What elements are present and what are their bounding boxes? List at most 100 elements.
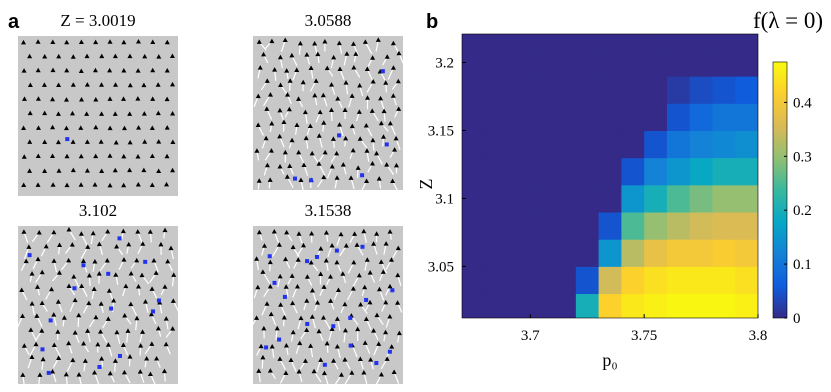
heatmap-cell [735,266,758,294]
heatmap-cell [553,185,576,213]
defect [331,324,335,328]
heatmap-cell [667,103,690,131]
colorbar-tick-label: 0.3 [793,149,812,165]
colorbar [773,62,787,318]
heatmap-cell [599,239,622,267]
defect [118,236,122,240]
heatmap-cell [690,294,713,322]
heatmap-cell [712,49,735,77]
heatmap-cell [644,294,667,322]
heatmap-cell [485,49,508,77]
colorbar-tick-label: 0.4 [793,95,812,111]
heatmap-cell [530,239,553,267]
heatmap-cell [576,130,599,158]
defect [118,354,122,358]
heatmap-cell [576,22,599,50]
y-tick-label: 3.15 [428,123,454,139]
heatmap-cell [508,185,531,213]
heatmap-cell [462,158,485,186]
heatmap-cell [553,294,576,322]
defect [388,350,392,354]
defect [109,307,113,311]
heatmap-cell [644,239,667,267]
panel-title: 3.0588 [305,11,352,30]
heatmap-cell [621,158,644,186]
heatmap-cell [462,22,485,50]
heatmap-cell [485,266,508,294]
heatmap-cell [485,158,508,186]
defect [106,272,110,276]
defect [273,281,277,285]
heatmap-cell [712,130,735,158]
heatmap-cell [644,76,667,104]
heatmap-cell [576,49,599,77]
heatmap-cell [508,76,531,104]
heatmap-cell [462,103,485,131]
heatmap-cell [667,185,690,213]
heatmap-cell [735,130,758,158]
tiling-background [18,36,178,196]
heatmap-cell [621,294,644,322]
heatmap-cell [508,22,531,50]
heatmap-cell [530,212,553,240]
y-tick-label: 3.2 [435,56,454,72]
heatmap-cell [530,294,553,322]
defect [81,263,85,267]
heatmap-cell [599,76,622,104]
heatmap-cell [530,266,553,294]
colorbar-tick-label: 0 [793,311,801,327]
heatmap-cell [644,185,667,213]
heatmap-cell [599,294,622,322]
heatmap-cell [690,185,713,213]
heatmap-cell [553,76,576,104]
defect [40,347,44,351]
tiling-background [253,226,403,384]
heatmap-cell [621,22,644,50]
x-tick-label: 3.7 [521,328,540,344]
panel-title: 3.102 [79,201,117,220]
heatmap-cell [599,22,622,50]
heatmap-cell [735,158,758,186]
defect [65,137,69,141]
heatmap-cell [485,130,508,158]
heatmap-cell [621,49,644,77]
heatmap-cell [530,76,553,104]
heatmap-cell [712,76,735,104]
heatmap-cell [553,239,576,267]
panel-label: a [8,11,20,33]
heatmap-cell [462,239,485,267]
heatmap-cell [735,212,758,240]
heatmap-cell [712,103,735,131]
heatmap-cell [485,294,508,322]
defect [28,253,32,257]
heatmap-cell [712,158,735,186]
defect [348,316,352,320]
heatmap-cell [508,158,531,186]
tiling-background [253,36,403,190]
defect [360,173,364,177]
heatmap-cell [712,22,735,50]
heatmap-cell [553,212,576,240]
heatmap-cell [690,49,713,77]
heatmap-cell [576,294,599,322]
heatmap-cell [508,212,531,240]
heatmap-cell [462,130,485,158]
heatmap-cell [530,103,553,131]
heatmap-cell [553,49,576,77]
heatmap-cell [530,22,553,50]
heatmap-cell [599,212,622,240]
heatmap-cell [621,239,644,267]
defect [305,322,309,326]
defect [157,299,161,303]
heatmap-cell [508,49,531,77]
panel-title: Z = 3.0019 [60,11,135,30]
y-tick-label: 3.05 [428,259,454,275]
heatmap-cell [576,103,599,131]
heatmap-cell [508,130,531,158]
heatmap-cell [644,22,667,50]
defect [349,344,353,348]
heatmap-cell [553,130,576,158]
defect [293,177,297,181]
heatmap-cell [690,212,713,240]
x-tick-label: 3.8 [749,328,768,344]
